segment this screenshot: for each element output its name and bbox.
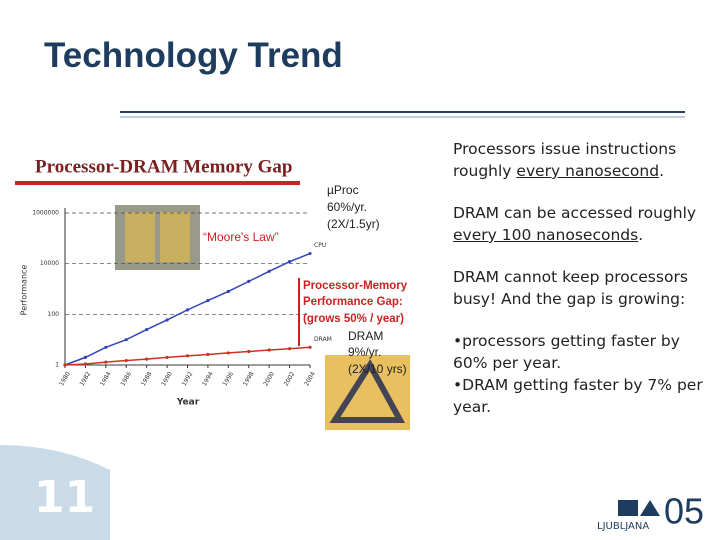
x-tick-label: 1980 <box>58 370 72 387</box>
x-tick-label: 1986 <box>119 370 133 387</box>
chip-image <box>160 212 190 262</box>
data-point <box>145 357 149 361</box>
y-tick-label: 100 <box>48 311 60 318</box>
logo-mark <box>640 500 660 516</box>
bullet-list: •processors getting faster by 60% per ye… <box>453 330 715 418</box>
annotation: Processor-Memory <box>303 280 408 292</box>
logo-mark <box>618 500 638 516</box>
x-tick-label: 1998 <box>242 370 256 387</box>
data-point <box>104 345 108 349</box>
bullet: •DRAM getting faster by 7% per year. <box>453 376 703 416</box>
data-point <box>83 355 88 359</box>
dram-image <box>329 359 406 423</box>
data-point <box>308 251 312 256</box>
page-number: 11 <box>34 472 95 523</box>
data-point <box>104 360 108 364</box>
x-tick-label: 1988 <box>140 370 154 387</box>
text: DRAM can be accessed roughly <box>453 204 697 222</box>
bullet: •processors getting faster by 60% per ye… <box>453 332 680 372</box>
data-point <box>124 338 128 342</box>
data-point <box>185 354 190 358</box>
annotation: 60%/yr. <box>327 200 367 214</box>
data-point <box>226 289 230 294</box>
logo-text: LJUBLJANA <box>597 521 649 532</box>
x-tick-label: 1992 <box>181 370 195 387</box>
y-tick-label: 10000 <box>40 260 59 267</box>
data-point <box>165 318 169 322</box>
series-label: DRAM <box>314 336 332 343</box>
x-tick-label: 1990 <box>160 370 174 387</box>
data-point <box>247 349 251 354</box>
data-point <box>124 358 128 363</box>
x-tick-label: 2004 <box>303 370 317 387</box>
x-tick-label: 1982 <box>79 370 93 387</box>
data-point <box>206 352 210 357</box>
data-point <box>206 298 210 303</box>
annotation: DRAM <box>348 329 383 343</box>
data-point <box>185 308 190 312</box>
x-axis-label: Year <box>176 398 200 408</box>
x-tick-label: 1994 <box>201 370 215 387</box>
corner-shape <box>0 445 110 540</box>
series-label: CPU <box>314 242 326 249</box>
y-tick-label: 1000000 <box>32 210 59 217</box>
data-point <box>83 362 88 366</box>
data-point <box>145 327 149 332</box>
x-tick-label: 1996 <box>221 370 235 387</box>
data-point <box>287 347 292 351</box>
text: . <box>659 162 664 180</box>
underlined-text: every 100 nanoseconds <box>453 226 639 244</box>
paragraph: DRAM cannot keep processors busy! And th… <box>453 266 715 310</box>
data-point <box>267 348 271 352</box>
x-tick-label: 2000 <box>262 370 276 387</box>
underlined-text: every nanosecond <box>516 162 660 180</box>
annotation: (grows 50% / year) <box>303 313 404 325</box>
data-point <box>287 260 292 264</box>
text: . <box>638 226 644 244</box>
data-point <box>165 355 169 359</box>
annotation: (2X/1.5yr) <box>327 217 380 231</box>
chip-image <box>125 212 155 262</box>
data-point <box>247 279 251 283</box>
slide-title: Technology Trend <box>44 36 343 75</box>
annotation: “Moore's Law” <box>203 230 279 244</box>
data-point <box>63 363 67 367</box>
annotation: (2X/10 yrs) <box>348 362 407 376</box>
logo-number: 05 <box>664 491 704 532</box>
annotation: µProc <box>327 183 359 197</box>
paragraph: Processors issue instructions roughly ev… <box>453 138 715 182</box>
paragraph: DRAM can be accessed roughly every 100 n… <box>453 202 715 246</box>
data-point <box>267 269 271 273</box>
data-point <box>308 345 312 349</box>
slide-text: Processors issue instructions roughly ev… <box>453 138 715 438</box>
y-tick-label: 1 <box>55 362 59 369</box>
chart-title: Processor-DRAM Memory Gap <box>35 156 292 177</box>
y-axis-label: Performance <box>20 265 29 316</box>
text: DRAM cannot keep processors busy! And th… <box>453 268 688 308</box>
x-tick-label: 1984 <box>99 370 113 387</box>
data-point <box>226 351 230 355</box>
x-tick-label: 2002 <box>283 370 297 387</box>
annotation: Performance Gap: <box>303 296 403 308</box>
annotation: 9%/yr. <box>348 345 381 359</box>
text: Processors issue instructions roughly <box>453 140 677 180</box>
